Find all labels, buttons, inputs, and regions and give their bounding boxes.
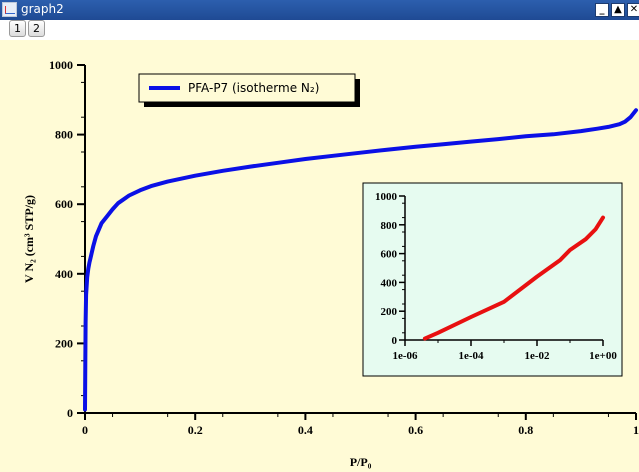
plot-area: 0 200 400 600 800 1000 0 0.2 0.4 0.6 0.8 1 P/P₀ V N₂ …	[0, 40, 639, 472]
x-tick-label: 0.6	[408, 423, 423, 437]
window-title: graph2	[21, 2, 64, 16]
inset-y-tick-label: 200	[381, 306, 398, 318]
x-axis-title: P/P₀	[350, 455, 372, 469]
inset-x-tick-label: 1e+00	[589, 350, 617, 362]
graph-app-icon	[2, 2, 17, 17]
x-tick-label: 0.8	[518, 423, 533, 437]
main-series-line	[83, 108, 638, 412]
window-titlebar[interactable]: graph2 _ ▲ ✕	[0, 0, 639, 20]
maximize-icon[interactable]: ▲	[611, 3, 625, 17]
inset-y-tick-label: 0	[392, 335, 398, 347]
legend-entry-label: PFA-P7 (isotherme N₂)	[188, 81, 319, 95]
y-tick-label: 0	[67, 406, 73, 420]
x-tick-label: 0.4	[298, 423, 313, 437]
y-tick-label: 800	[55, 128, 73, 142]
y-tick-label: 1000	[49, 58, 73, 72]
inset-y-tick-label: 600	[381, 249, 398, 261]
inset-y-tick-label: 800	[381, 220, 398, 232]
inset-y-tick-label: 1000	[375, 191, 398, 203]
y-tick-label: 400	[55, 267, 73, 281]
y-axis-title: V N₂ (cm³ STP/g)	[22, 195, 36, 283]
tab-page-2[interactable]: 2	[28, 20, 45, 37]
inset-x-tick-label: 1e-04	[458, 350, 484, 362]
x-tick-label: 0.2	[188, 423, 203, 437]
inset-y-tick-label: 400	[381, 277, 398, 289]
y-tick-label: 600	[55, 197, 73, 211]
main-chart: 0 200 400 600 800 1000 0 0.2 0.4 0.6 0.8 1 P/P₀ V N₂ …	[22, 58, 639, 469]
inset-frame	[362, 182, 623, 377]
minimize-icon[interactable]: _	[595, 3, 609, 17]
close-icon[interactable]: ✕	[627, 3, 639, 17]
y-tick-label: 200	[55, 336, 73, 350]
x-tick-label: 0	[82, 423, 88, 437]
inset-series-line	[422, 215, 605, 341]
tab-page-1[interactable]: 1	[9, 20, 26, 37]
legend: PFA-P7 (isotherme N₂)	[138, 73, 360, 107]
inset-x-tick-label: 1e-06	[392, 350, 418, 362]
page-tabs	[0, 20, 639, 40]
x-tick-label: 1	[633, 423, 639, 437]
inset-x-tick-label: 1e-02	[524, 350, 550, 362]
